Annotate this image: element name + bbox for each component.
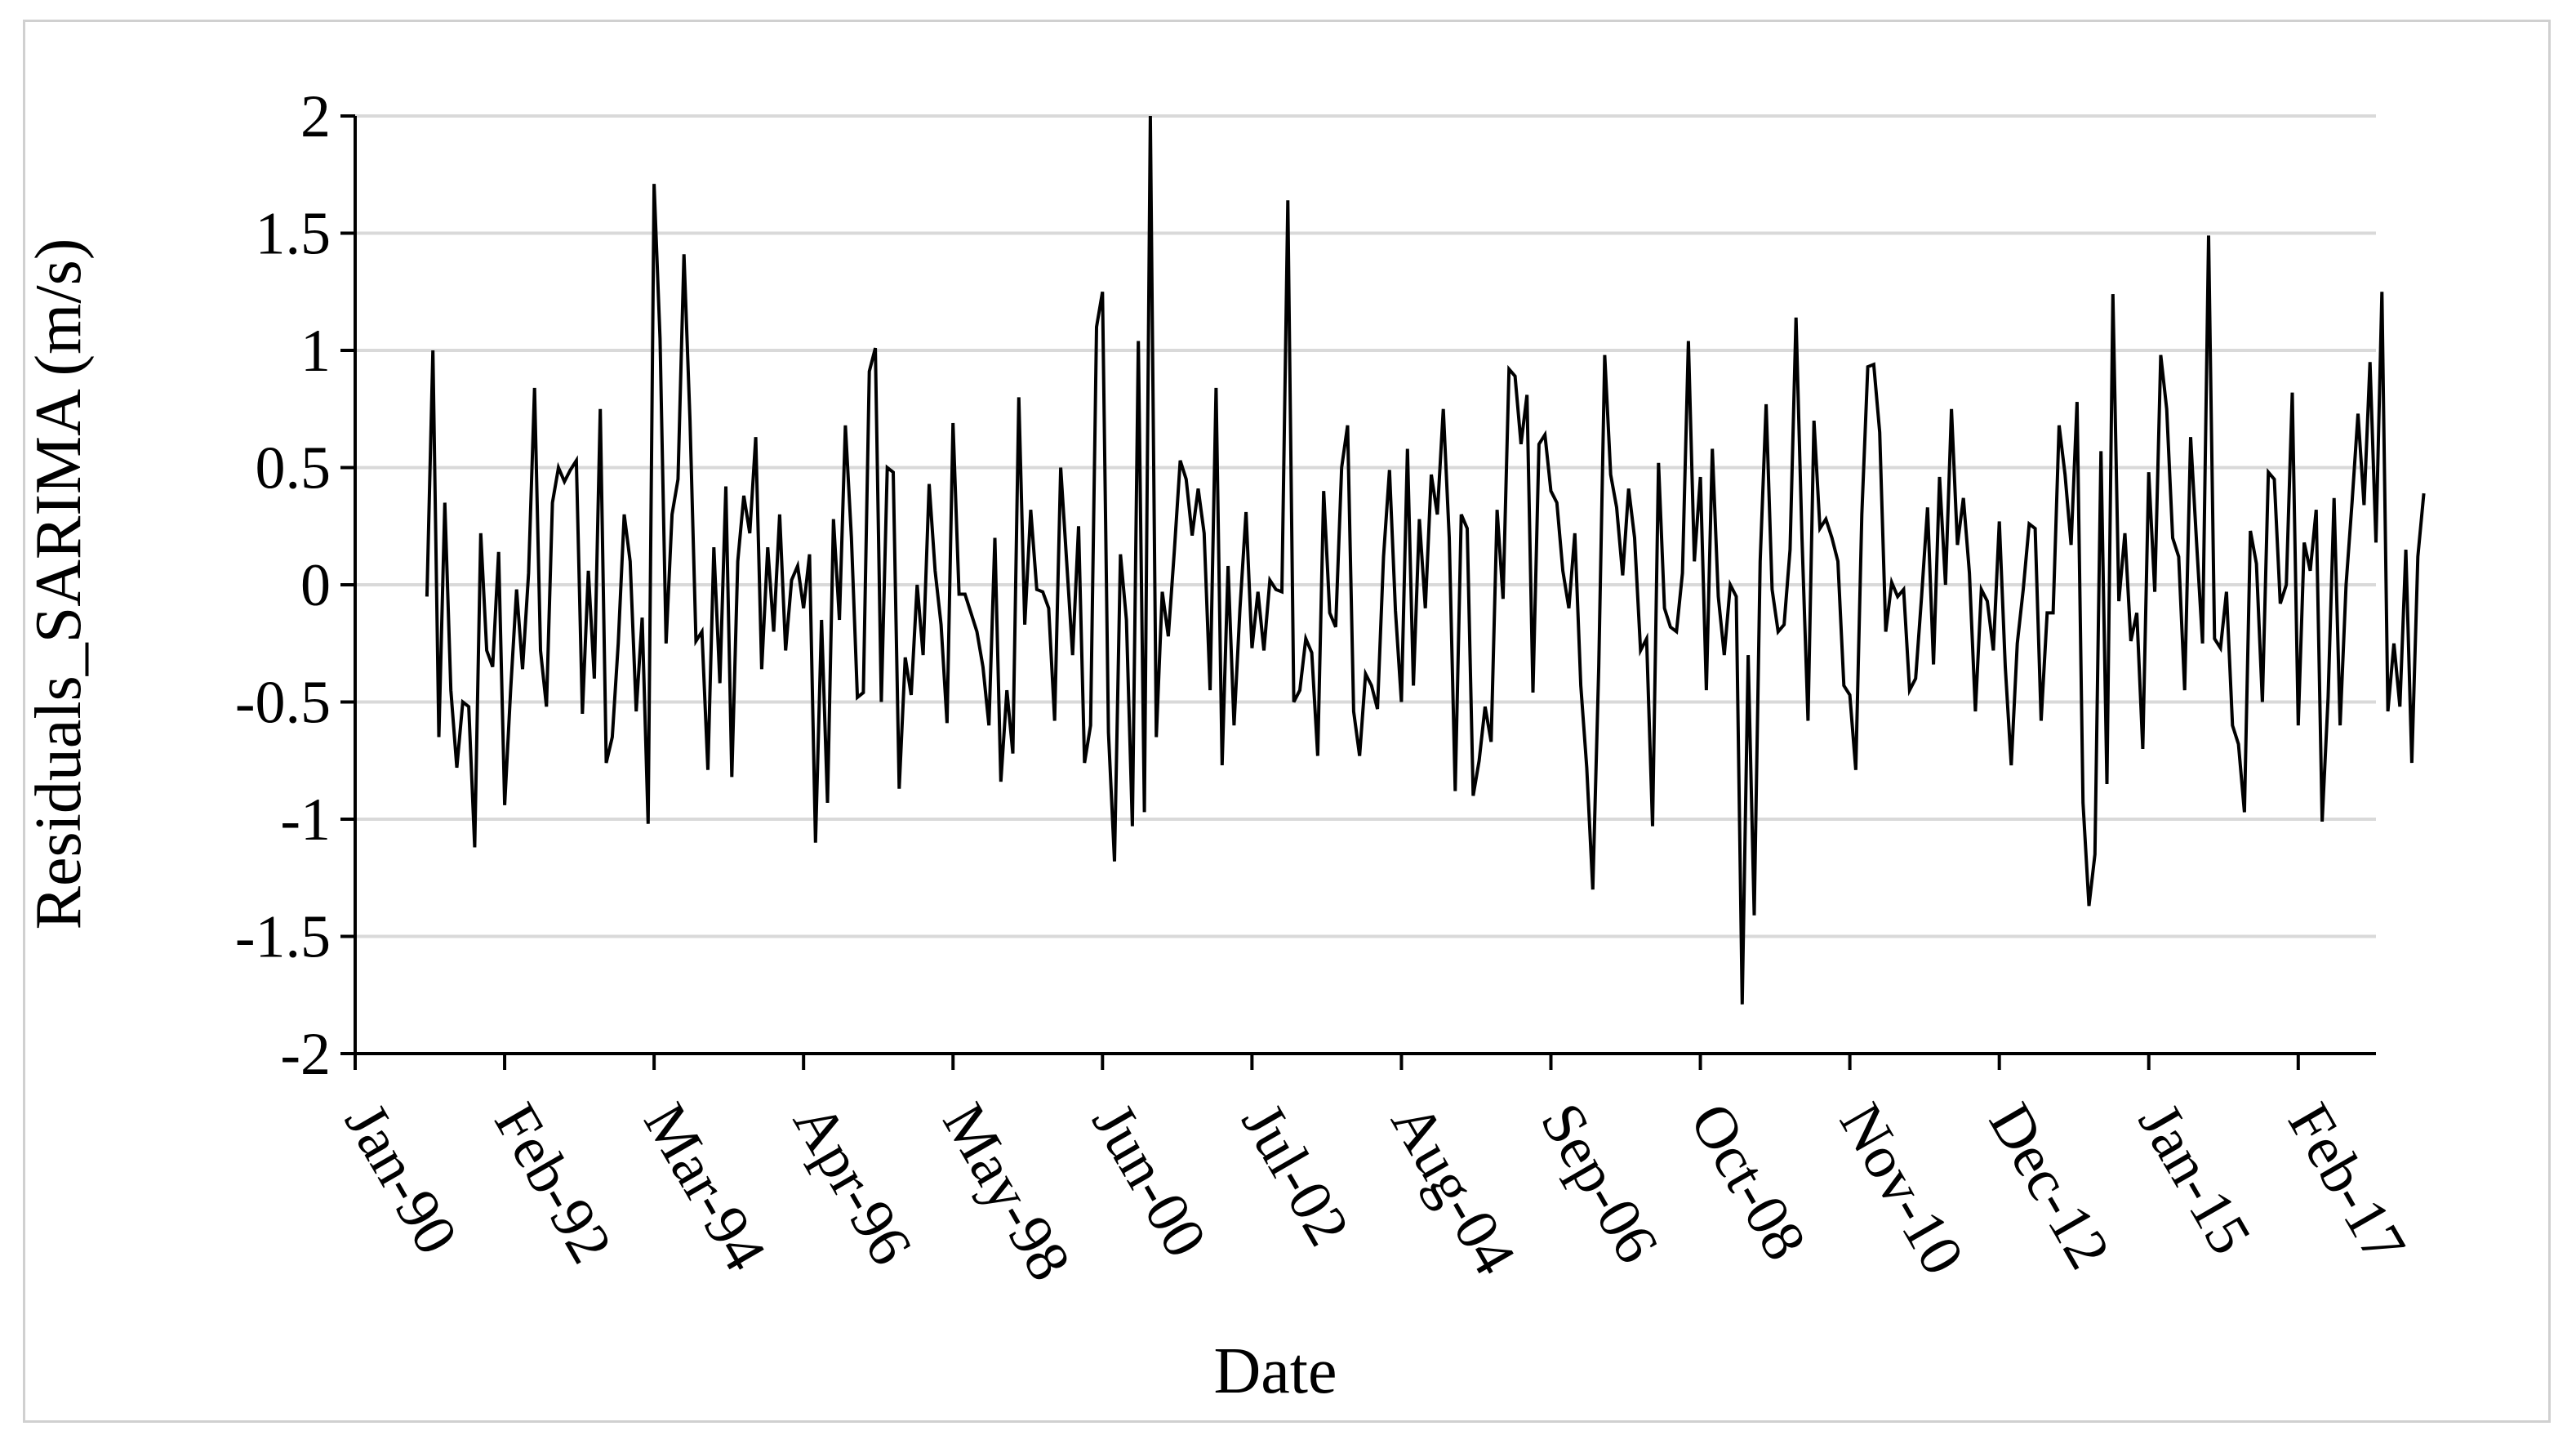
x-axis-title: Date	[1213, 1335, 1337, 1407]
y-axis-title: Residuals_SARIMA (m/s)	[23, 238, 95, 930]
y-tick-label: -1	[280, 787, 331, 853]
y-tick-label: -1.5	[235, 904, 331, 971]
y-tick-label: 1.5	[256, 201, 331, 268]
y-tick-label: -2	[280, 1021, 331, 1088]
x-tick-label: Jan-90	[331, 1093, 470, 1266]
axes	[340, 114, 2376, 1070]
y-tick-label: 2	[300, 83, 331, 150]
x-tick-label: Aug-04	[1378, 1093, 1528, 1286]
x-tick-label: Sep-06	[1528, 1093, 1671, 1275]
x-tick-label: Mar-94	[630, 1093, 778, 1282]
y-tick-labels: -2 -1.5 -1 -0.5 0 0.5 1 1.5 2	[235, 83, 331, 1088]
residuals-series-line	[425, 115, 2426, 1005]
x-tick-label: Nov-10	[1826, 1093, 1977, 1286]
series-layer	[425, 115, 2426, 1005]
y-tick-label: 0.5	[256, 435, 331, 502]
x-tick-label: Jan-15	[2125, 1093, 2264, 1266]
y-tick-label: -0.5	[235, 670, 331, 737]
x-tick-label: Apr-96	[780, 1093, 924, 1277]
x-tick-label: Dec-12	[1976, 1093, 2123, 1281]
x-tick-label: Oct-08	[1677, 1093, 1819, 1272]
y-tick-label: 0	[300, 552, 331, 619]
y-tick-label: 1	[300, 318, 331, 385]
x-tick-label: Jul-02	[1229, 1093, 1363, 1257]
x-tick-label: May-98	[930, 1093, 1083, 1292]
x-tick-label: Feb-17	[2275, 1093, 2418, 1275]
x-tick-label: Jun-00	[1079, 1093, 1220, 1268]
x-tick-label: Feb-92	[481, 1093, 625, 1275]
